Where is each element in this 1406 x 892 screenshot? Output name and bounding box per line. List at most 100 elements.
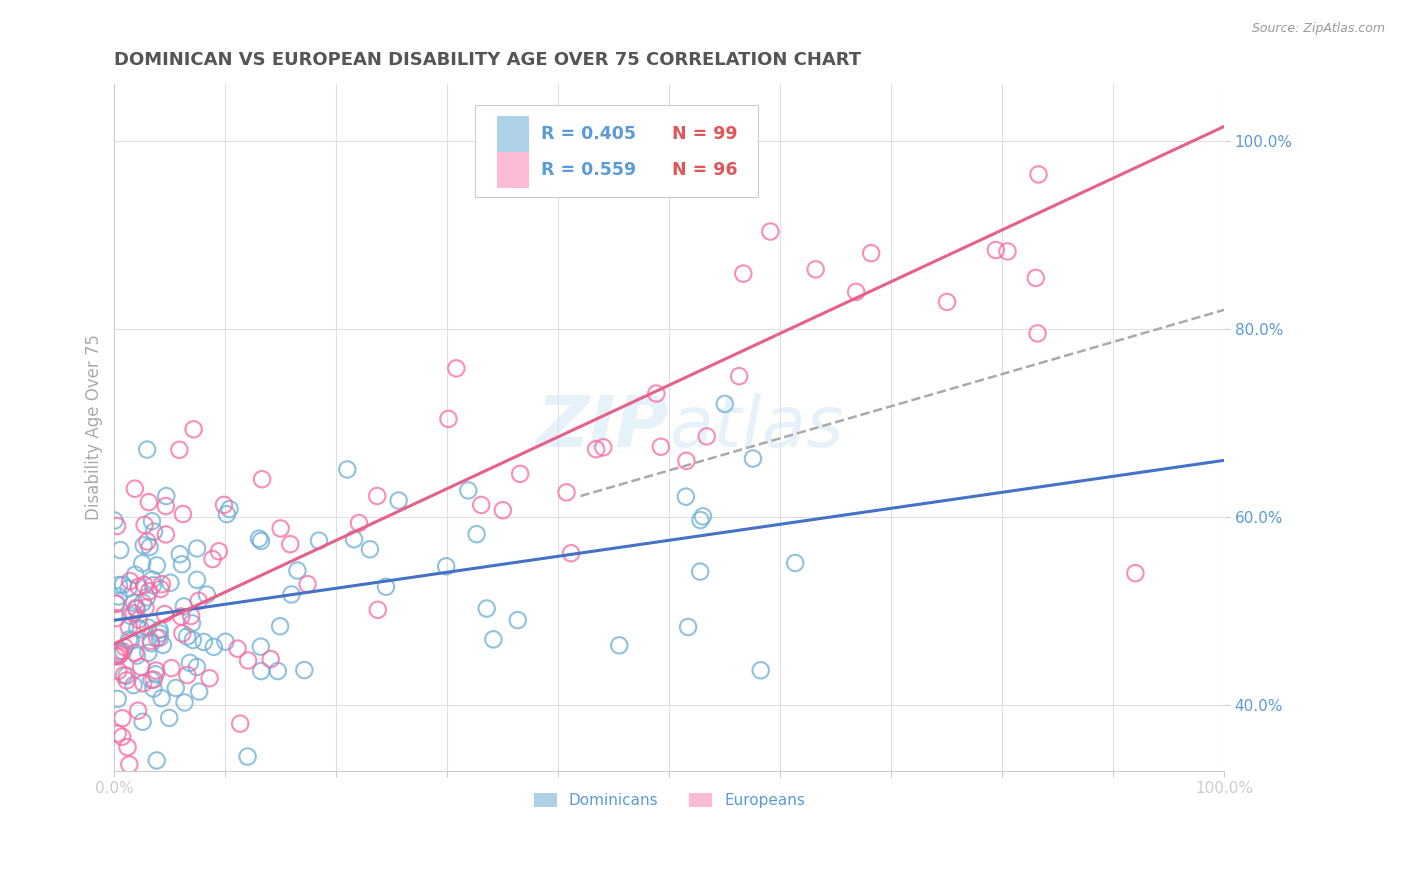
Point xyxy=(131,714,153,729)
Point xyxy=(132,596,155,610)
Point xyxy=(470,792,492,806)
Text: DOMINICAN VS EUROPEAN DISABILITY AGE OVER 75 CORRELATION CHART: DOMINICAN VS EUROPEAN DISABILITY AGE OVE… xyxy=(114,51,862,69)
Point xyxy=(280,587,302,601)
Text: R = 0.559: R = 0.559 xyxy=(540,161,636,179)
Point xyxy=(108,578,131,592)
Text: ZIP: ZIP xyxy=(537,392,669,462)
Point xyxy=(122,607,145,621)
Point xyxy=(136,621,159,635)
Point xyxy=(269,619,291,633)
Point xyxy=(145,664,167,678)
Point xyxy=(108,648,131,662)
Point xyxy=(250,533,273,548)
Point xyxy=(676,620,699,634)
Point xyxy=(155,527,177,541)
Text: R = 0.405: R = 0.405 xyxy=(540,125,636,144)
Point xyxy=(172,626,194,640)
Point xyxy=(122,678,145,692)
Point xyxy=(127,704,149,718)
Point xyxy=(713,397,735,411)
Point xyxy=(592,440,614,454)
Point xyxy=(153,607,176,621)
Point xyxy=(524,792,547,806)
Text: Source: ZipAtlas.com: Source: ZipAtlas.com xyxy=(1251,22,1385,36)
Point xyxy=(226,641,249,656)
Point xyxy=(359,542,381,557)
Point xyxy=(287,564,309,578)
Text: N = 99: N = 99 xyxy=(672,125,737,144)
Point xyxy=(186,541,208,556)
Point xyxy=(136,442,159,457)
Point xyxy=(141,514,163,528)
Point xyxy=(169,547,191,561)
Point xyxy=(388,493,411,508)
Point xyxy=(555,485,578,500)
Point xyxy=(138,495,160,509)
Point xyxy=(437,412,460,426)
Point xyxy=(208,544,231,558)
Point xyxy=(107,692,129,706)
Point xyxy=(108,644,131,658)
Point xyxy=(181,616,204,631)
Point xyxy=(492,503,515,517)
Point xyxy=(145,754,167,768)
Point xyxy=(149,631,172,645)
Point xyxy=(124,646,146,660)
Point xyxy=(145,667,167,681)
Point xyxy=(105,597,128,611)
Point xyxy=(124,567,146,582)
Point xyxy=(111,578,134,592)
Point xyxy=(146,631,169,645)
Point xyxy=(475,601,498,615)
Point xyxy=(607,638,630,652)
Point xyxy=(170,558,193,572)
Point xyxy=(103,514,125,528)
Point xyxy=(111,730,134,744)
Point xyxy=(112,668,135,682)
Point xyxy=(135,591,157,605)
Point xyxy=(728,369,751,384)
Point xyxy=(148,626,170,640)
Point xyxy=(860,246,883,260)
Point xyxy=(181,632,204,647)
Point xyxy=(188,684,211,698)
Point xyxy=(367,603,389,617)
Point xyxy=(804,262,827,277)
Point xyxy=(142,681,165,696)
Point xyxy=(278,537,301,551)
Point xyxy=(128,613,150,627)
Point xyxy=(136,534,159,549)
Point xyxy=(349,783,371,797)
Point xyxy=(131,557,153,571)
Point xyxy=(120,608,142,623)
Point xyxy=(134,517,156,532)
Point xyxy=(212,498,235,512)
Point xyxy=(112,644,135,658)
Point xyxy=(187,594,209,608)
Point xyxy=(506,613,529,627)
Point xyxy=(125,601,148,615)
Point xyxy=(247,532,270,546)
Point xyxy=(560,546,582,560)
Point xyxy=(434,559,457,574)
Point xyxy=(149,582,172,596)
Point xyxy=(936,294,959,309)
Point xyxy=(155,499,177,513)
Point xyxy=(343,533,366,547)
Point xyxy=(186,573,208,587)
Point xyxy=(129,660,152,674)
Point xyxy=(142,792,165,806)
Point xyxy=(128,580,150,594)
Point xyxy=(465,527,488,541)
Point xyxy=(141,573,163,587)
Point xyxy=(155,489,177,503)
Point xyxy=(845,285,868,299)
Point xyxy=(149,623,172,637)
Point xyxy=(114,640,136,654)
Point xyxy=(229,716,252,731)
FancyBboxPatch shape xyxy=(498,153,530,188)
Point xyxy=(250,664,273,678)
Point xyxy=(260,652,283,666)
Point xyxy=(159,575,181,590)
Point xyxy=(176,630,198,644)
